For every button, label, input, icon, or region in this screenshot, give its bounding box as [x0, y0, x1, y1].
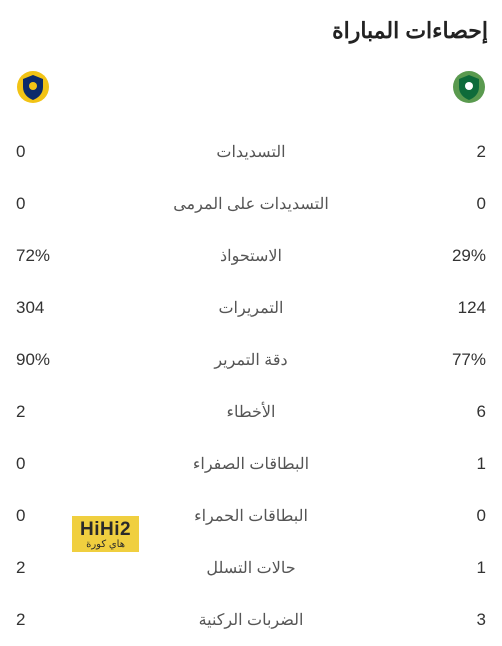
stat-row: 1البطاقات الصفراء0 — [14, 438, 488, 490]
stat-value-right: 2 — [438, 142, 486, 162]
stat-value-right: 1 — [438, 454, 486, 474]
stat-row: 0التسديدات على المرمى0 — [14, 178, 488, 230]
stat-value-left: 0 — [16, 506, 64, 526]
stat-row: 124التمريرات304 — [14, 282, 488, 334]
team-logo-right[interactable] — [452, 70, 486, 104]
stat-value-right: 124 — [438, 298, 486, 318]
stat-label: حالات التسلل — [64, 558, 438, 578]
stat-row: 6الأخطاء2 — [14, 386, 488, 438]
stat-label: دقة التمرير — [64, 350, 438, 370]
stat-value-left: 2 — [16, 610, 64, 630]
stats-list: 2التسديدات00التسديدات على المرمى029%الاس… — [14, 126, 488, 646]
stat-value-left: 0 — [16, 454, 64, 474]
watermark-badge: HiHi2 هاي كورة — [72, 516, 139, 552]
team-logo-left[interactable] — [16, 70, 50, 104]
stat-value-left: 304 — [16, 298, 64, 318]
stat-row: 77%دقة التمرير90% — [14, 334, 488, 386]
stat-label: التسديدات — [64, 142, 438, 162]
shield-icon — [16, 70, 50, 104]
stat-value-right: 6 — [438, 402, 486, 422]
team-logos-row — [14, 70, 488, 104]
stat-row: 29%الاستحواذ72% — [14, 230, 488, 282]
stat-value-right: 0 — [438, 194, 486, 214]
stat-value-right: 0 — [438, 506, 486, 526]
stat-row: 3الضربات الركنية2 — [14, 594, 488, 646]
stat-value-left: 2 — [16, 558, 64, 578]
stat-row: 2التسديدات0 — [14, 126, 488, 178]
stat-value-right: 77% — [438, 350, 486, 370]
stat-label: الضربات الركنية — [64, 610, 438, 630]
stat-label: التسديدات على المرمى — [64, 194, 438, 214]
stat-label: البطاقات الصفراء — [64, 454, 438, 474]
stat-value-right: 29% — [438, 246, 486, 266]
watermark-big: HiHi2 — [80, 520, 131, 539]
page-title: إحصاءات المباراة — [14, 18, 488, 44]
stat-value-left: 90% — [16, 350, 64, 370]
stat-label: التمريرات — [64, 298, 438, 318]
stat-label: الأخطاء — [64, 402, 438, 422]
stat-value-right: 1 — [438, 558, 486, 578]
watermark-small: هاي كورة — [80, 540, 131, 550]
stat-value-left: 2 — [16, 402, 64, 422]
shield-icon — [452, 70, 486, 104]
stat-value-left: 0 — [16, 142, 64, 162]
stat-value-left: 0 — [16, 194, 64, 214]
stat-label: الاستحواذ — [64, 246, 438, 266]
stat-value-left: 72% — [16, 246, 64, 266]
stat-value-right: 3 — [438, 610, 486, 630]
